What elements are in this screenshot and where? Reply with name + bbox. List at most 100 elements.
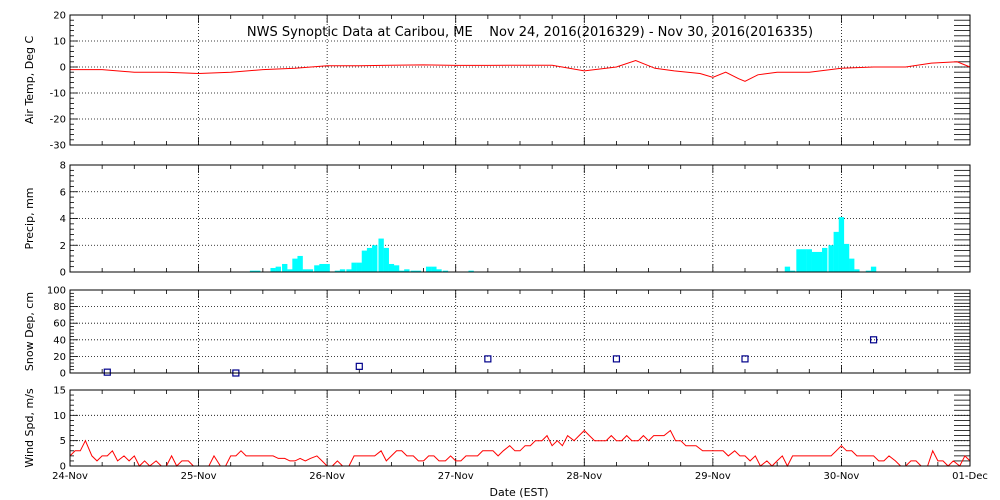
snow-depth-y-tick-label: 100	[47, 286, 66, 297]
x-tick-label: 29-Nov	[695, 471, 731, 482]
snow-depth-y-axis-label: Snow Dep, cm	[23, 292, 36, 371]
precip-bar	[822, 247, 828, 272]
precip-bar	[811, 251, 818, 272]
precip-bar	[366, 247, 373, 272]
precip-bar	[292, 258, 298, 272]
precip-bar	[442, 270, 449, 272]
snow-depth-y-tick-label: 80	[53, 302, 66, 313]
precip-bar	[843, 243, 850, 272]
snow-depth-y-tick-label: 20	[53, 352, 66, 363]
snow-depth-point	[103, 368, 111, 376]
precip-bar	[436, 269, 442, 272]
air-temp-frame	[69, 14, 971, 146]
air-temp-y-tick-label: -10	[50, 89, 66, 100]
precip-bar	[784, 266, 791, 272]
x-tick-label: 26-Nov	[309, 471, 345, 482]
precip-bar	[297, 255, 303, 272]
precip-y-tick-label: 0	[60, 268, 66, 279]
wind-speed-y-tick-label: 0	[60, 462, 66, 473]
precip-bar	[415, 270, 422, 272]
snow-depth-y-tick-label: 0	[60, 369, 66, 380]
wind-speed-y-axis-label: Wind Spd, m/s	[23, 388, 36, 468]
precip-bar	[270, 267, 276, 272]
precip-bar	[249, 270, 256, 272]
precip-bar	[383, 247, 389, 272]
precip-bar	[865, 270, 872, 272]
x-tick-label: 25-Nov	[181, 471, 217, 482]
precip-y-axis-label: Precip, mm	[23, 188, 36, 250]
precip-bar	[346, 269, 352, 272]
precip-bar	[404, 269, 410, 272]
snow-depth-point	[484, 355, 492, 363]
precip-bar	[796, 249, 802, 272]
x-tick-label: 30-Nov	[823, 471, 859, 482]
x-tick-label: 24-Nov	[52, 471, 88, 482]
snow-depth-frame	[69, 289, 971, 374]
precip-y-tick-label: 4	[60, 214, 66, 225]
precip-y-tick-label: 6	[60, 187, 66, 198]
precip-bar	[426, 266, 432, 272]
wind-speed-frame	[69, 389, 971, 467]
wind-speed-y-tick-label: 5	[60, 436, 66, 447]
precip-bar	[789, 270, 796, 272]
air-temp-y-tick-label: -30	[50, 141, 66, 152]
air-temp-y-tick-label: 20	[53, 11, 66, 22]
precip-bar	[324, 263, 330, 272]
precip-y-tick-label: 8	[60, 161, 66, 172]
precip-bar	[361, 250, 368, 272]
precip-bar	[468, 270, 474, 272]
snow-depth-y-tick-label: 60	[53, 319, 66, 330]
precip-bar	[828, 245, 834, 272]
precip-bar	[307, 269, 314, 272]
snow-depth-y-tick-label: 40	[53, 335, 66, 346]
wind-speed-y-tick-label: 10	[53, 411, 66, 422]
snow-depth-point	[612, 355, 621, 363]
precip-bar	[393, 265, 400, 272]
air-temp-series-line	[70, 59, 971, 82]
precip-bar	[314, 265, 320, 272]
x-axis-label: Date (EST)	[489, 486, 548, 499]
precip-bar	[388, 263, 395, 272]
precip-bar	[302, 269, 308, 272]
wind-speed-series-line	[69, 429, 971, 468]
snow-depth-point	[869, 336, 878, 344]
precip-bar	[801, 249, 807, 272]
precip-bar	[339, 269, 346, 272]
precip-bar	[410, 270, 416, 272]
precip-bar	[870, 266, 877, 272]
snow-depth-point	[355, 362, 363, 370]
precip-bar	[351, 262, 357, 272]
air-temp-y-axis-label: Air Temp, Deg C	[23, 36, 36, 125]
precip-y-tick-label: 2	[60, 241, 66, 252]
precip-bar	[255, 270, 261, 272]
x-tick-label: 27-Nov	[438, 471, 474, 482]
precip-bar	[282, 263, 288, 272]
precip-bar	[287, 269, 293, 272]
air-temp-y-tick-label: 0	[60, 63, 66, 74]
snow-depth-panel: 0 20 40 60 80 100 Snow Dep, cm	[23, 286, 971, 380]
precip-bar	[838, 217, 845, 272]
air-temp-panel: -30 -20 -10 0 10 20 Air Temp, Deg C	[23, 11, 971, 152]
wind-speed-y-tick-label: 15	[53, 386, 66, 397]
precip-bar	[816, 251, 823, 272]
wind-speed-panel: 0 5 10 15 Wind Spd, m/s	[23, 386, 971, 473]
precip-bar	[849, 258, 855, 272]
x-tick-label: 01-Dec	[952, 471, 988, 482]
precip-frame	[69, 164, 971, 273]
snow-depth-point	[741, 355, 749, 363]
precip-bar	[431, 266, 437, 272]
precip-bar	[275, 266, 281, 272]
precip-bar	[334, 270, 341, 272]
x-tick-label: 28-Nov	[566, 471, 602, 482]
precip-bar	[356, 262, 362, 272]
precip-bar	[833, 231, 839, 272]
chart-title: NWS Synoptic Data at Caribou, ME Nov 24,…	[247, 25, 813, 40]
precip-bar	[372, 245, 378, 272]
precip-bar	[399, 270, 405, 272]
precip-panel: 0 2 4 6 8 Precip, mm	[23, 161, 971, 279]
air-temp-y-tick-label: 10	[53, 37, 66, 48]
precip-bar	[806, 249, 812, 272]
precip-bar	[854, 269, 860, 272]
air-temp-y-tick-label: -20	[50, 115, 66, 126]
